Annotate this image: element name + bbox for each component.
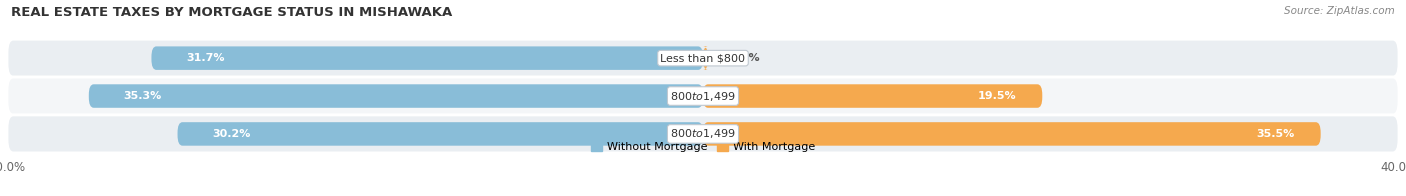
Text: $800 to $1,499: $800 to $1,499 [671,90,735,103]
Text: 35.5%: 35.5% [1257,129,1295,139]
Legend: Without Mortgage, With Mortgage: Without Mortgage, With Mortgage [586,137,820,156]
FancyBboxPatch shape [703,122,1320,146]
Text: 30.2%: 30.2% [212,129,250,139]
Text: 35.3%: 35.3% [124,91,162,101]
Text: $800 to $1,499: $800 to $1,499 [671,127,735,140]
FancyBboxPatch shape [89,84,703,108]
FancyBboxPatch shape [703,84,1042,108]
Text: Less than $800: Less than $800 [661,53,745,63]
FancyBboxPatch shape [7,39,1399,77]
FancyBboxPatch shape [7,115,1399,153]
FancyBboxPatch shape [703,46,709,70]
FancyBboxPatch shape [177,122,703,146]
Text: REAL ESTATE TAXES BY MORTGAGE STATUS IN MISHAWAKA: REAL ESTATE TAXES BY MORTGAGE STATUS IN … [11,6,453,19]
Text: 19.5%: 19.5% [977,91,1017,101]
FancyBboxPatch shape [152,46,703,70]
Text: 31.7%: 31.7% [186,53,225,63]
Text: 0.29%: 0.29% [721,53,761,63]
Text: Source: ZipAtlas.com: Source: ZipAtlas.com [1284,6,1395,16]
FancyBboxPatch shape [7,77,1399,115]
